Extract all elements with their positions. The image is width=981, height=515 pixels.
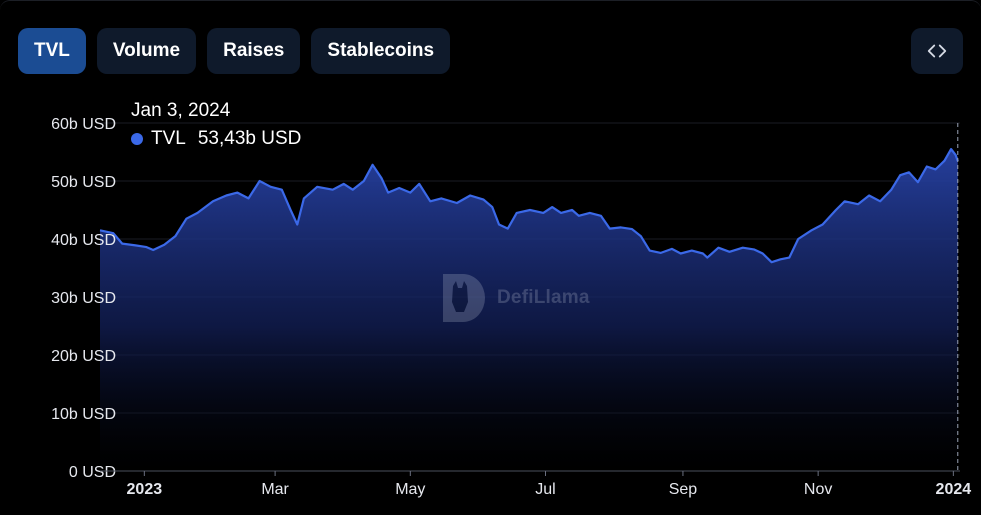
- tab-stablecoins[interactable]: Stablecoins: [311, 28, 451, 74]
- x-tick-label: Nov: [804, 481, 832, 498]
- x-tick-label: 2023: [127, 481, 163, 498]
- tooltip-series-value: 53,43b USD: [197, 128, 302, 149]
- x-tick-label: 2024: [936, 481, 972, 498]
- tooltip-series-name: TVL: [151, 128, 186, 149]
- code-brackets-icon: [927, 44, 947, 58]
- watermark-text: DefiLlama: [497, 287, 590, 308]
- y-tick-label: 0 USD: [69, 464, 116, 481]
- y-tick-label: 60b USD: [51, 116, 116, 133]
- x-tick-label: May: [395, 481, 425, 498]
- defillama-watermark: DefiLlama: [441, 272, 590, 324]
- y-tick-label: 20b USD: [51, 348, 116, 365]
- y-tick-label: 30b USD: [51, 290, 116, 307]
- tab-volume[interactable]: Volume: [96, 28, 197, 74]
- x-tick-label: Sep: [669, 481, 698, 498]
- series-area: [99, 148, 959, 471]
- tab-raises[interactable]: Raises: [207, 28, 301, 74]
- embed-code-button[interactable]: [911, 28, 963, 74]
- chart-tabs: TVL Volume Raises Stablecoins: [18, 28, 451, 74]
- llama-logo-icon: [443, 274, 485, 322]
- y-tick-label: 40b USD: [51, 232, 116, 249]
- tab-tvl[interactable]: TVL: [18, 28, 86, 74]
- tooltip-series-row: TVL 53,43b USD: [131, 128, 301, 150]
- series-area-fill: [100, 149, 958, 471]
- x-tick-label: Mar: [261, 481, 289, 498]
- y-tick-label: 10b USD: [51, 406, 116, 423]
- y-tick-label: 50b USD: [51, 174, 116, 191]
- series-dot-icon: [131, 133, 143, 145]
- tooltip-date: Jan 3, 2024: [131, 100, 231, 121]
- x-tick-label: Jul: [535, 481, 555, 498]
- axes: 0 USD 10b USD 20b USD 30b USD 40b USD 50b USD…: [51, 116, 971, 498]
- series-line-tvl: [99, 148, 959, 264]
